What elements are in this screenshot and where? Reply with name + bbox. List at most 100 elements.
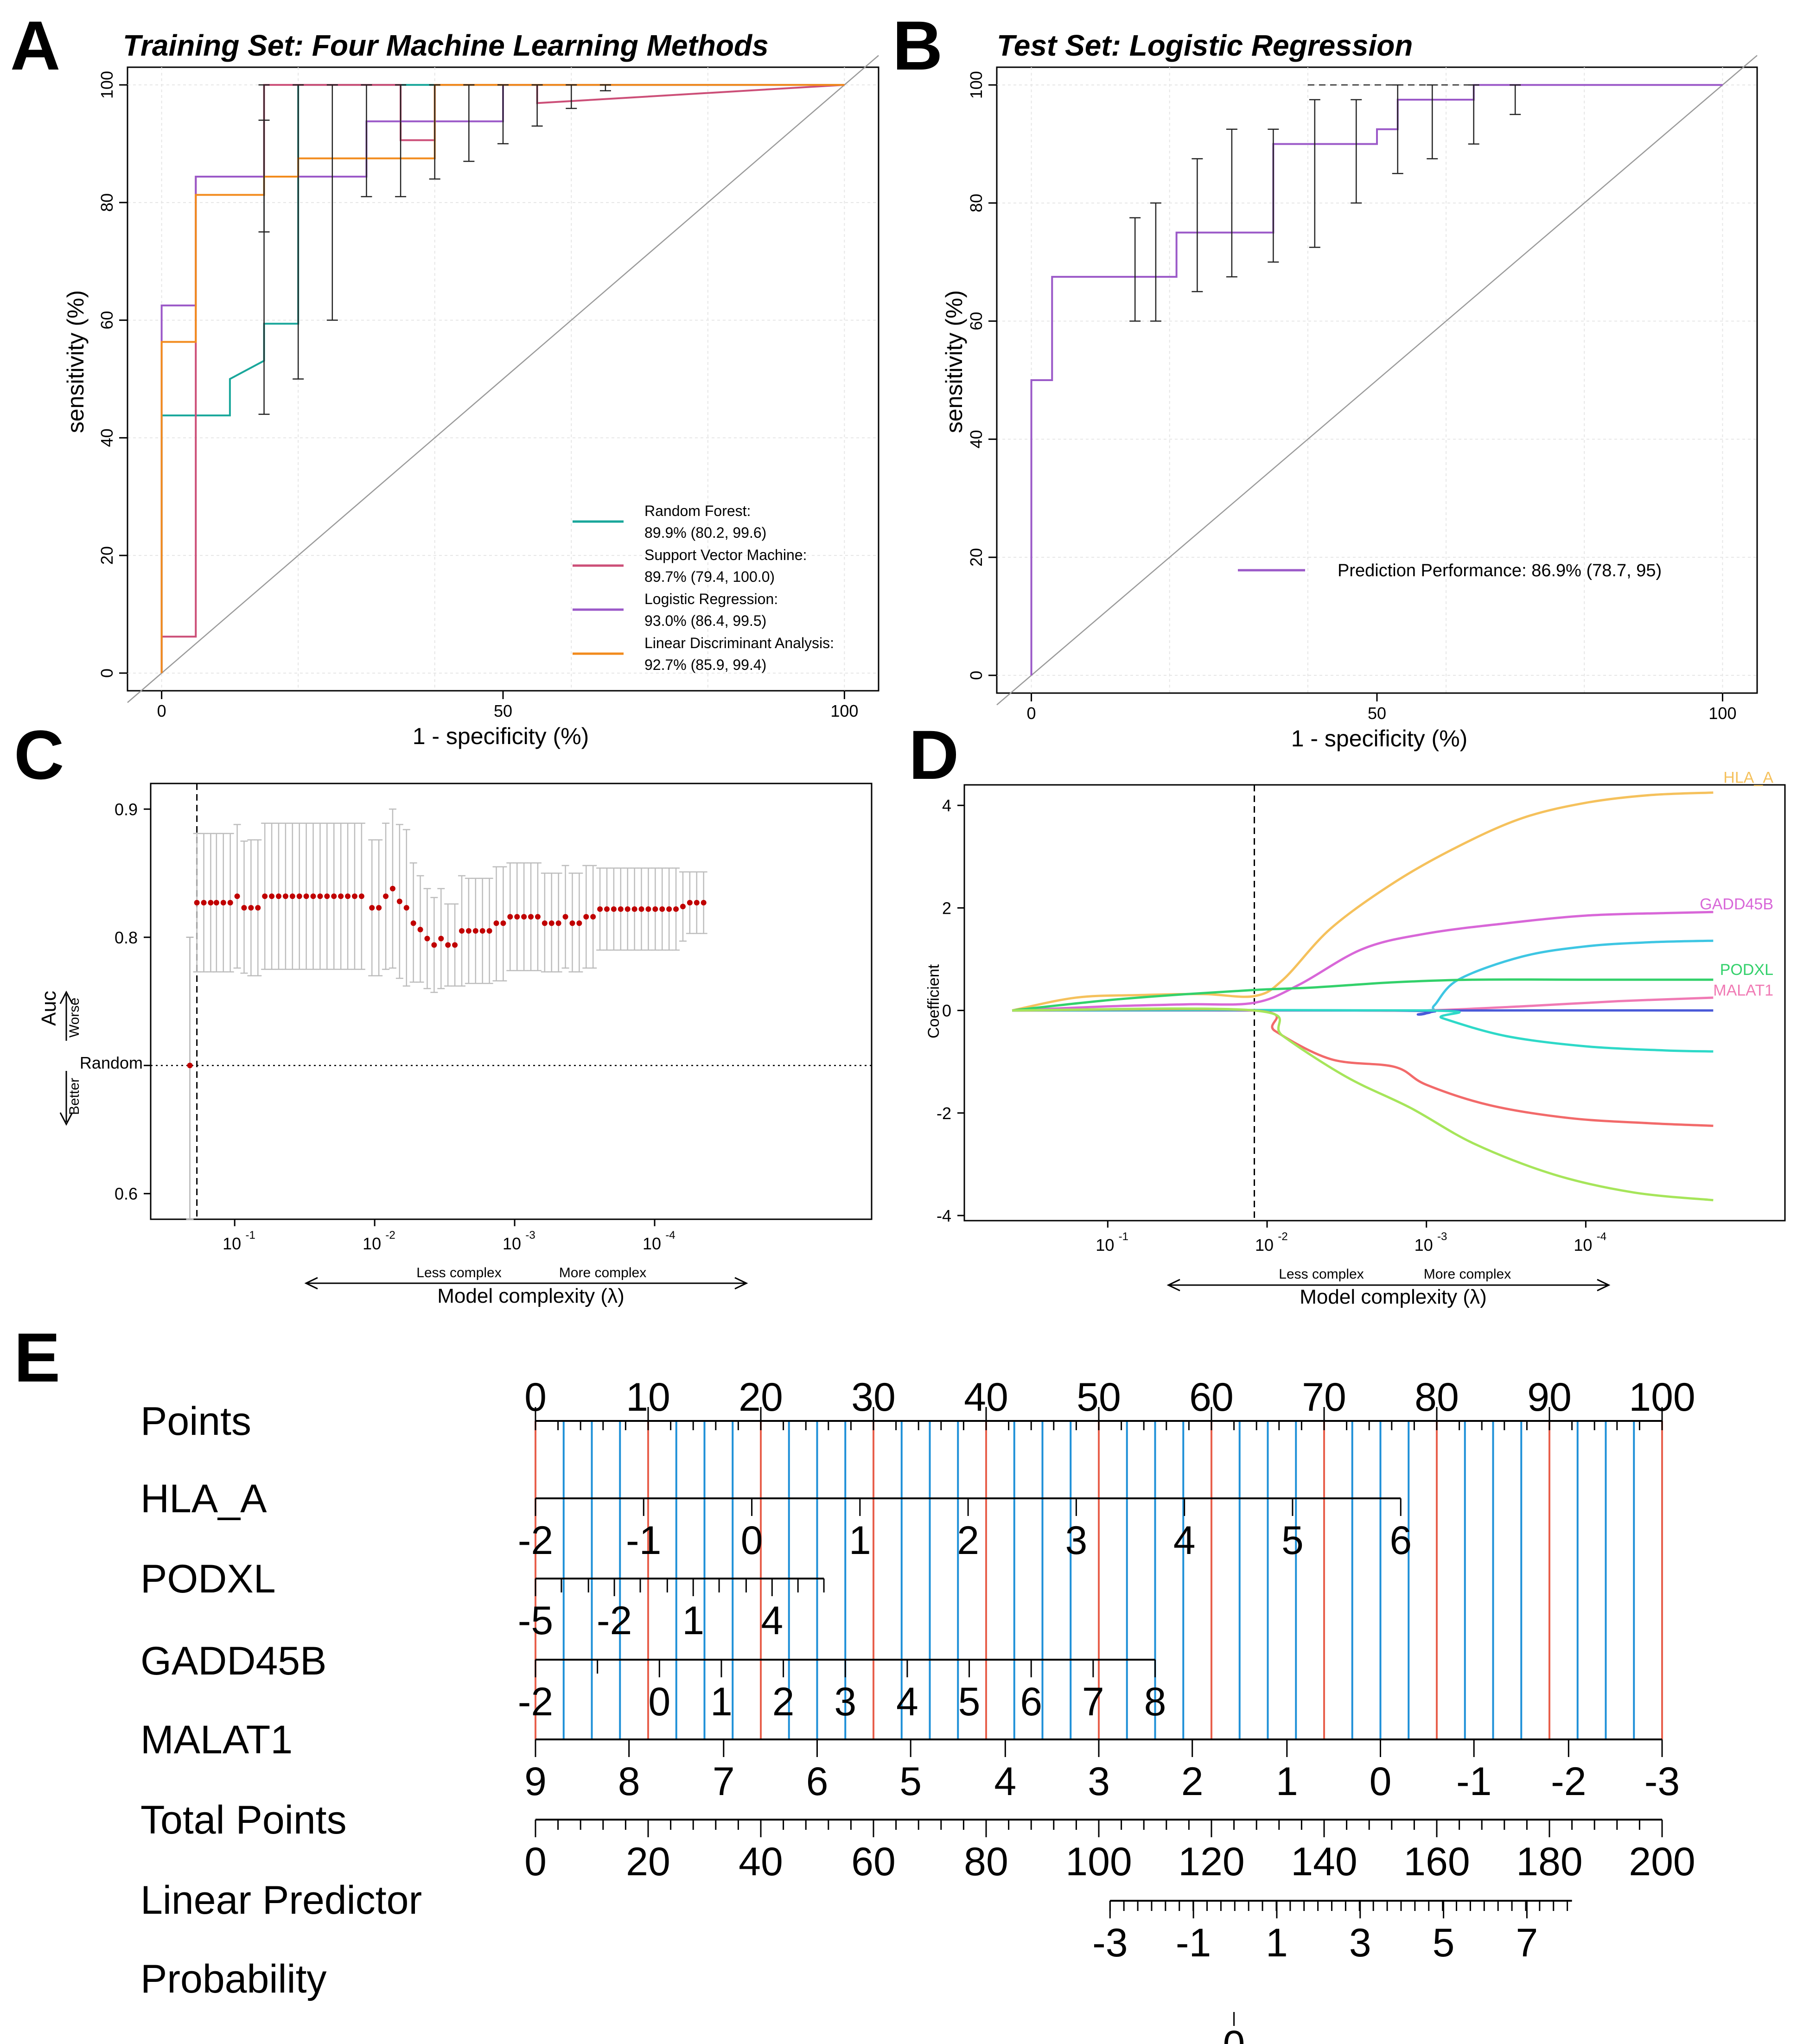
auc-point-c [194,900,200,906]
nomo-tick-label: 80 [1415,1375,1459,1420]
y-tick-label-d: 0 [942,1001,951,1020]
path-label-hla_a: HLA_A [1723,769,1773,786]
nomo-tick-label-prob: 0 [1223,2023,1245,2044]
y-tick-label-a: 60 [97,311,116,330]
y-tick-label-d: -4 [937,1206,951,1225]
panel-a-xlabel: 1 - specificity (%) [413,723,589,749]
nomo-tick-label: -1 [626,1518,661,1563]
y-tick-label-b: 60 [967,312,986,331]
x-tick-label-c: 10 [223,1234,241,1253]
auc-point-c [500,920,506,926]
panel-d-coefficient-paths: -4 -2 0 2 4 10 -1 10 -2 10 -3 10 -4 HLA_A GADD45B PODXL… [925,769,1786,1308]
y-tick-label-b: 20 [967,548,986,567]
y-tick-label-c: 0.8 [115,928,138,947]
auc-point-c [376,905,382,911]
y-tick-label-c: 0.6 [115,1184,138,1203]
auc-point-c [213,900,219,906]
x-tick-exp-c: -4 [665,1229,675,1242]
nomo-tick-label: 120 [1178,1840,1245,1884]
x-tick-label-a: 50 [494,701,512,720]
auc-point-c [289,893,295,899]
auc-point-c [528,914,534,920]
panel-label-a: A [10,6,60,84]
x-tick-label-c: 10 [503,1234,521,1253]
auc-point-c [220,900,226,906]
nomo-tick-label: 100 [1629,1375,1695,1420]
x-tick-label-c: 10 [643,1234,661,1253]
nomo-tick-label: 4 [1173,1518,1196,1563]
nomo-tick-label: 5 [899,1759,922,1804]
y-tick-label-d: 2 [942,898,951,917]
auc-point-c [438,936,444,942]
panel-b-legend: Prediction Performance: 86.9% (78.7, 95) [1238,561,1662,580]
auc-point-c [234,893,240,899]
nomo-tick-label: -1 [1176,1921,1211,1965]
y-tick-label-b: 80 [967,194,986,212]
y-tick-label-a: 40 [97,428,116,447]
x-tick-label-c: 10 [363,1234,381,1253]
x-tick-label-d: 10 [1255,1235,1274,1254]
auc-point-c [345,893,351,899]
auc-point-c [680,904,686,910]
y-tick-label-a: 0 [97,669,116,678]
coef-path-0 [1012,791,1714,1012]
nomo-tick-label: 200 [1629,1840,1695,1884]
x-tick-exp-c: -1 [245,1229,255,1242]
auc-point-c [673,906,679,912]
nomo-tick-label: 0 [648,1680,670,1724]
y-tick-label-d: 4 [942,796,951,815]
nomo-tick-label: 90 [1527,1375,1572,1420]
y-tick-label-b: 0 [967,671,986,680]
panel-c-cv-auc: 0.6 0.8 0.9 10 -1 10 -2 10 -3 10 -4 Auc Worse Bett… [38,783,873,1307]
nomo-tick-label: 0 [741,1518,763,1563]
auc-point-c [208,900,214,906]
nomo-tick-label: 2 [772,1680,795,1724]
auc-point-c [338,893,344,899]
auc-point-c [403,905,409,911]
auc-point-c [424,936,430,942]
legend-auc-logistic: 93.0% (86.4, 99.5) [644,612,766,629]
auc-point-c [701,900,707,906]
panel-a-roc-training: Training Set: Four Machine Learning Meth… [63,29,879,749]
auc-point-c [465,928,472,934]
auc-point-c [351,893,357,899]
panel-d-frame [963,784,1786,1222]
nomo-tick-label: 1 [1266,1921,1288,1965]
nomo-tick-label: -1 [1456,1759,1491,1804]
auc-point-c [618,906,624,912]
panel-label-e: E [14,1318,60,1396]
auc-point-c [241,905,247,911]
panel-c-ylabel: Auc [38,991,60,1026]
nomo-tick-label: 2 [1181,1759,1204,1804]
auc-point-c [694,900,700,906]
auc-point-c [201,900,207,906]
nomo-tick-label: -5 [518,1598,553,1643]
auc-point-c [410,920,416,926]
nomo-row-label-probability: Probability [140,1957,327,2001]
nomo-tick-label: 160 [1403,1840,1470,1884]
auc-point-c [452,942,458,948]
x-tick-label-a: 100 [830,701,858,720]
auc-point-c [576,920,582,926]
auc-point-c [569,920,575,926]
panel-b-ylabel: sensitivity (%) [941,290,967,433]
panel-label-c: C [14,716,64,794]
legend-label-prediction: Prediction Performance: 86.9% (78.7, 95) [1338,561,1662,580]
nomo-tick-label: -2 [518,1680,553,1724]
auc-point-c [652,906,658,912]
legend-label-lda: Linear Discriminant Analysis: [644,635,834,651]
nomo-tick-label: 100 [1065,1840,1132,1884]
nomo-tick-label: 5 [1433,1921,1455,1965]
x-tick-exp-d: -3 [1437,1230,1447,1243]
nomo-tick-label: 80 [964,1840,1008,1884]
y-tick-label-a: 80 [97,193,116,212]
panel-d-less-complex: Less complex [1279,1267,1364,1282]
nomo-tick-label: 6 [1020,1680,1042,1724]
nomo-tick-label: 10 [626,1375,670,1420]
panel-b-roc-test: Test Set: Logistic Regression 1 - specif… [941,29,1758,751]
nomo-tick-label: 1 [682,1598,704,1643]
auc-point-c [431,942,437,948]
legend-label-svm: Support Vector Machine: [644,547,807,563]
